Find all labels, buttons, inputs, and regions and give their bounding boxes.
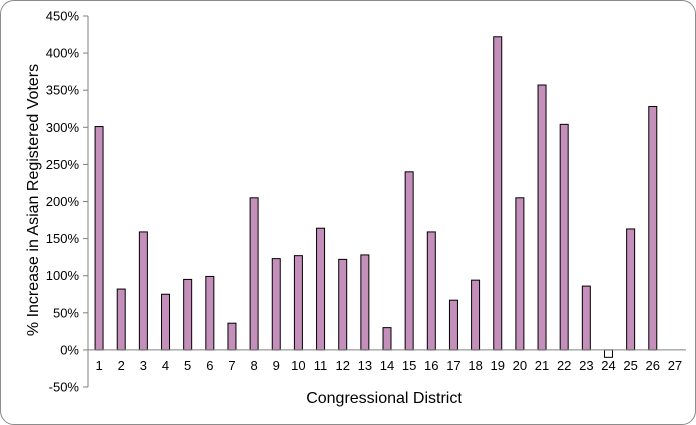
bar-district-7	[227, 322, 237, 351]
x-tick-label: 4	[162, 358, 169, 373]
x-tick-label: 16	[424, 358, 438, 373]
bar-district-17	[448, 299, 458, 351]
bar-district-2	[116, 288, 126, 351]
bar-district-14	[382, 327, 392, 351]
x-tick-label: 27	[668, 358, 682, 373]
bar-district-18	[471, 279, 481, 351]
bar-district-1	[94, 126, 104, 351]
y-tick-label: 50%	[53, 305, 79, 320]
bar-district-9	[271, 258, 281, 351]
bar-district-22	[559, 123, 569, 351]
y-tick-label: 0%	[60, 342, 79, 357]
bar-district-6	[205, 275, 215, 351]
x-tick-label: 8	[250, 358, 257, 373]
bar-district-21	[537, 84, 547, 351]
x-tick-label: 14	[380, 358, 394, 373]
y-tick-label: 200%	[46, 194, 80, 209]
x-tick-label: 17	[446, 358, 460, 373]
x-axis-title: Congressional District	[306, 390, 462, 407]
x-tick-label: 13	[358, 358, 372, 373]
bar-district-23	[581, 285, 591, 351]
x-tick-label: 12	[335, 358, 349, 373]
y-axis-title: % Increase in Asian Registered Voters	[25, 64, 42, 336]
x-tick-label: 19	[491, 358, 505, 373]
x-tick-label: 3	[140, 358, 147, 373]
bar-district-24	[603, 349, 613, 358]
bar-district-8	[249, 197, 259, 351]
x-tick-label: 23	[579, 358, 593, 373]
x-tick-label: 18	[468, 358, 482, 373]
x-tick-label: 5	[184, 358, 191, 373]
bar-district-10	[293, 255, 303, 351]
y-tick-label: 150%	[46, 231, 80, 246]
bar-district-12	[338, 258, 348, 351]
y-tick-label: 450%	[46, 9, 80, 24]
x-tick-label: 26	[646, 358, 660, 373]
x-tick-label: 21	[535, 358, 549, 373]
y-tick-label: 250%	[46, 157, 80, 172]
bar-district-5	[183, 278, 193, 351]
x-axis-tick-labels: 1 2 3 4 5 6 7 8 9 10 11 12 13 14 15 16 17 18 19 20 21 22 23 24 2…	[95, 358, 682, 373]
x-tick-label: 20	[513, 358, 527, 373]
bar-district-20	[515, 197, 525, 351]
x-tick-label: 7	[228, 358, 235, 373]
x-tick-label: 15	[402, 358, 416, 373]
x-tick-label: 24	[601, 358, 615, 373]
x-tick-label: 11	[314, 358, 328, 373]
y-tick-label: 300%	[46, 120, 80, 135]
bar-district-26	[648, 106, 658, 351]
bar-district-13	[360, 254, 370, 351]
bar-district-4	[161, 293, 171, 351]
bar-district-3	[138, 231, 148, 351]
bar-district-11	[316, 227, 326, 351]
x-tick-label: 25	[623, 358, 637, 373]
x-tick-label: 22	[557, 358, 571, 373]
x-tick-label: 2	[118, 358, 125, 373]
bar-district-25	[626, 228, 636, 351]
x-tick-label: 1	[95, 358, 102, 373]
x-tick-label: 6	[206, 358, 213, 373]
x-tick-label: 9	[273, 358, 280, 373]
y-tick-label: 350%	[46, 83, 80, 98]
y-tick-label: 400%	[46, 46, 80, 61]
bar-district-15	[404, 171, 414, 351]
y-axis-ticks: -50% 0% 50% 100% 150% 200% 250% 300% 350% 400% 450…	[46, 9, 88, 395]
bars	[94, 36, 658, 358]
y-tick-label: 100%	[46, 268, 80, 283]
x-tick-label: 10	[291, 358, 305, 373]
y-tick-label: -50%	[49, 380, 80, 395]
bar-district-16	[426, 231, 436, 351]
bar-district-19	[493, 36, 503, 351]
